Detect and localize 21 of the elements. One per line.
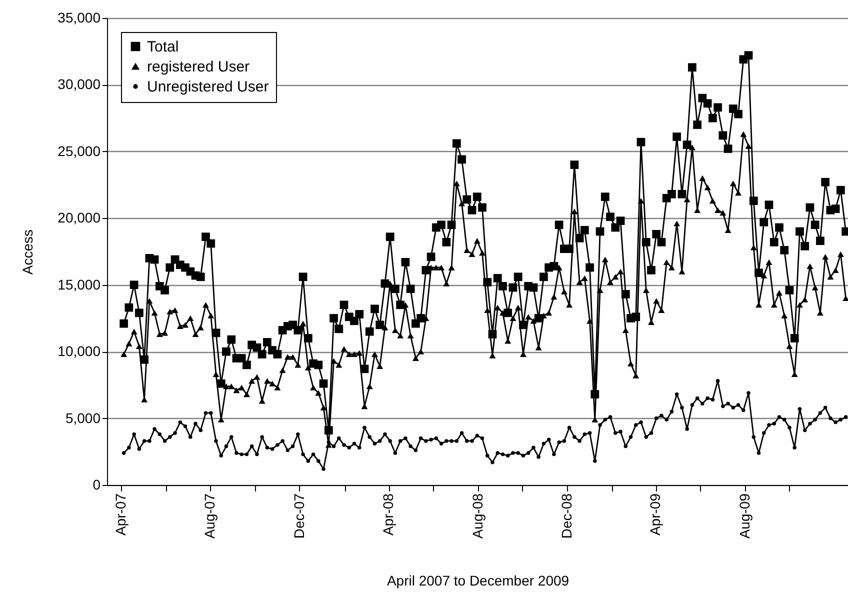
y-tick-label: 15,000 [58,276,101,292]
y-tick-label: 5,000 [65,410,101,426]
x-tick-label: Dec-07 [290,493,307,539]
x-tick-label: Apr-08 [380,493,396,536]
y-tick-label: 35,000 [58,10,101,26]
y-axis-title: Access [20,229,36,275]
legend-label: Unregistered User [147,78,269,96]
y-tick-label: 30,000 [58,76,101,92]
x-tick-label: Apr-07 [112,493,128,536]
legend-label: Total [147,38,179,56]
x-tick-label: Apr-09 [647,493,664,536]
x-axis-title: April 2007 to December 2009 [386,572,570,589]
y-tick-label: 20,000 [58,210,101,226]
x-tick-label: Dec-08 [558,493,575,539]
x-tick-label: Aug-08 [469,493,486,539]
y-tick-label: 25,000 [58,142,101,159]
x-tick-label: Aug-07 [202,493,218,539]
y-tick-label: 10,000 [58,343,101,360]
legend-label: registered User [147,58,250,76]
x-tick-label: Aug-09 [736,493,752,539]
y-tick-label: 0 [92,476,101,492]
